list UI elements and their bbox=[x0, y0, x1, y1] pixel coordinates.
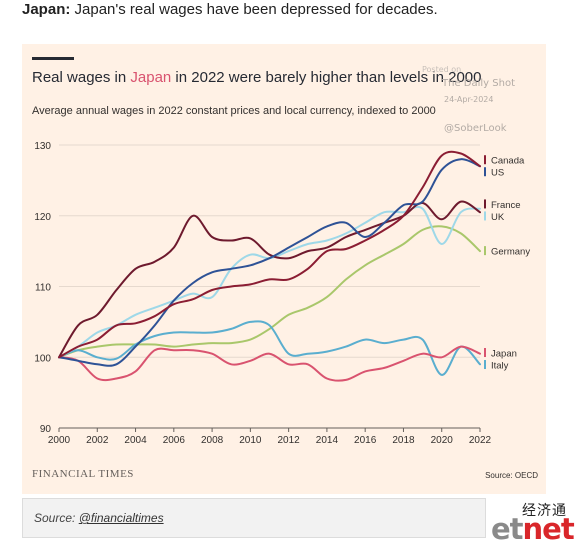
x-tick-label: 2006 bbox=[163, 435, 186, 446]
x-tick-label: 2000 bbox=[48, 435, 71, 446]
ft-accent-bar bbox=[32, 57, 74, 60]
ft-chart-card: Real wages in Japan in 2022 were barely … bbox=[22, 44, 546, 494]
x-tick-label: 2020 bbox=[431, 435, 454, 446]
watermark-handle: @SoberLook bbox=[444, 123, 507, 134]
x-tick-label: 2004 bbox=[124, 435, 147, 446]
legend-label-us: US bbox=[491, 168, 504, 179]
y-tick-label: 120 bbox=[34, 212, 51, 223]
legend-label-japan: Japan bbox=[491, 349, 517, 360]
watermark-name: The Daily Shot bbox=[442, 78, 515, 89]
source-caption: Source: @financialtimes bbox=[34, 511, 164, 525]
series-line-france bbox=[58, 200, 481, 359]
y-tick-labels: 90 100 110 120 130 bbox=[34, 141, 51, 435]
legend-label-italy: Italy bbox=[491, 361, 509, 372]
etnet-logo-et: et bbox=[491, 512, 524, 546]
source-link[interactable]: @financialtimes bbox=[78, 511, 164, 525]
headline-lead: Japan: bbox=[22, 1, 71, 18]
y-tick-label: 90 bbox=[40, 424, 52, 435]
chart-title-start: Real wages in bbox=[32, 69, 131, 86]
watermark-posted: Posted on bbox=[422, 65, 462, 74]
chart-title: Real wages in Japan in 2022 were barely … bbox=[32, 68, 481, 88]
chart-grid bbox=[58, 144, 481, 432]
series-lines bbox=[58, 150, 481, 382]
legend-label-germany: Germany bbox=[491, 247, 530, 258]
series-line-japan bbox=[58, 345, 481, 382]
chart-source: Source: OECD bbox=[485, 471, 538, 480]
y-tick-label: 110 bbox=[35, 283, 51, 294]
legend-label-uk: UK bbox=[491, 212, 505, 223]
series-line-germany bbox=[58, 225, 481, 359]
etnet-logo: etnet bbox=[491, 512, 575, 546]
source-caption-label: Source: bbox=[34, 511, 79, 525]
headline-text: Japan's real wages have been depressed f… bbox=[70, 1, 438, 18]
series-line-canada bbox=[58, 150, 481, 359]
chart-title-highlight: Japan bbox=[130, 69, 172, 86]
source-caption-box: Source: @financialtimes bbox=[22, 498, 486, 538]
watermark-date: 24-Apr-2024 bbox=[444, 95, 494, 104]
publisher-chinese-name: 经济通 bbox=[522, 503, 567, 519]
x-tick-label: 2018 bbox=[392, 435, 415, 446]
y-tick-label: 130 bbox=[34, 141, 51, 152]
legend-label-canada: Canada bbox=[491, 156, 525, 167]
x-tick-label: 2012 bbox=[278, 435, 301, 446]
x-tick-label: 2008 bbox=[201, 435, 224, 446]
ft-brand-label: FINANCIAL TIMES bbox=[32, 468, 134, 480]
series-line-us bbox=[58, 158, 481, 367]
chart-title-end: in 2022 were barely higher than levels i… bbox=[171, 69, 482, 86]
x-tick-label: 2010 bbox=[239, 435, 262, 446]
series-line-italy bbox=[58, 320, 481, 376]
page-headline: Japan: Japan's real wages have been depr… bbox=[22, 0, 572, 19]
x-tick-label: 2016 bbox=[354, 435, 377, 446]
x-tick-label: 2014 bbox=[316, 435, 339, 446]
x-tick-labels: 2000 2002 2004 2006 2008 2010 2012 2014 2016 2018… bbox=[48, 435, 492, 446]
etnet-logo-net: net bbox=[522, 512, 575, 546]
y-tick-label: 100 bbox=[34, 353, 51, 364]
legend-label-france: France bbox=[491, 200, 521, 211]
chart-subtitle: Average annual wages in 2022 constant pr… bbox=[32, 105, 436, 117]
x-tick-label: 2002 bbox=[86, 435, 109, 446]
x-tick-label: 2022 bbox=[469, 435, 492, 446]
